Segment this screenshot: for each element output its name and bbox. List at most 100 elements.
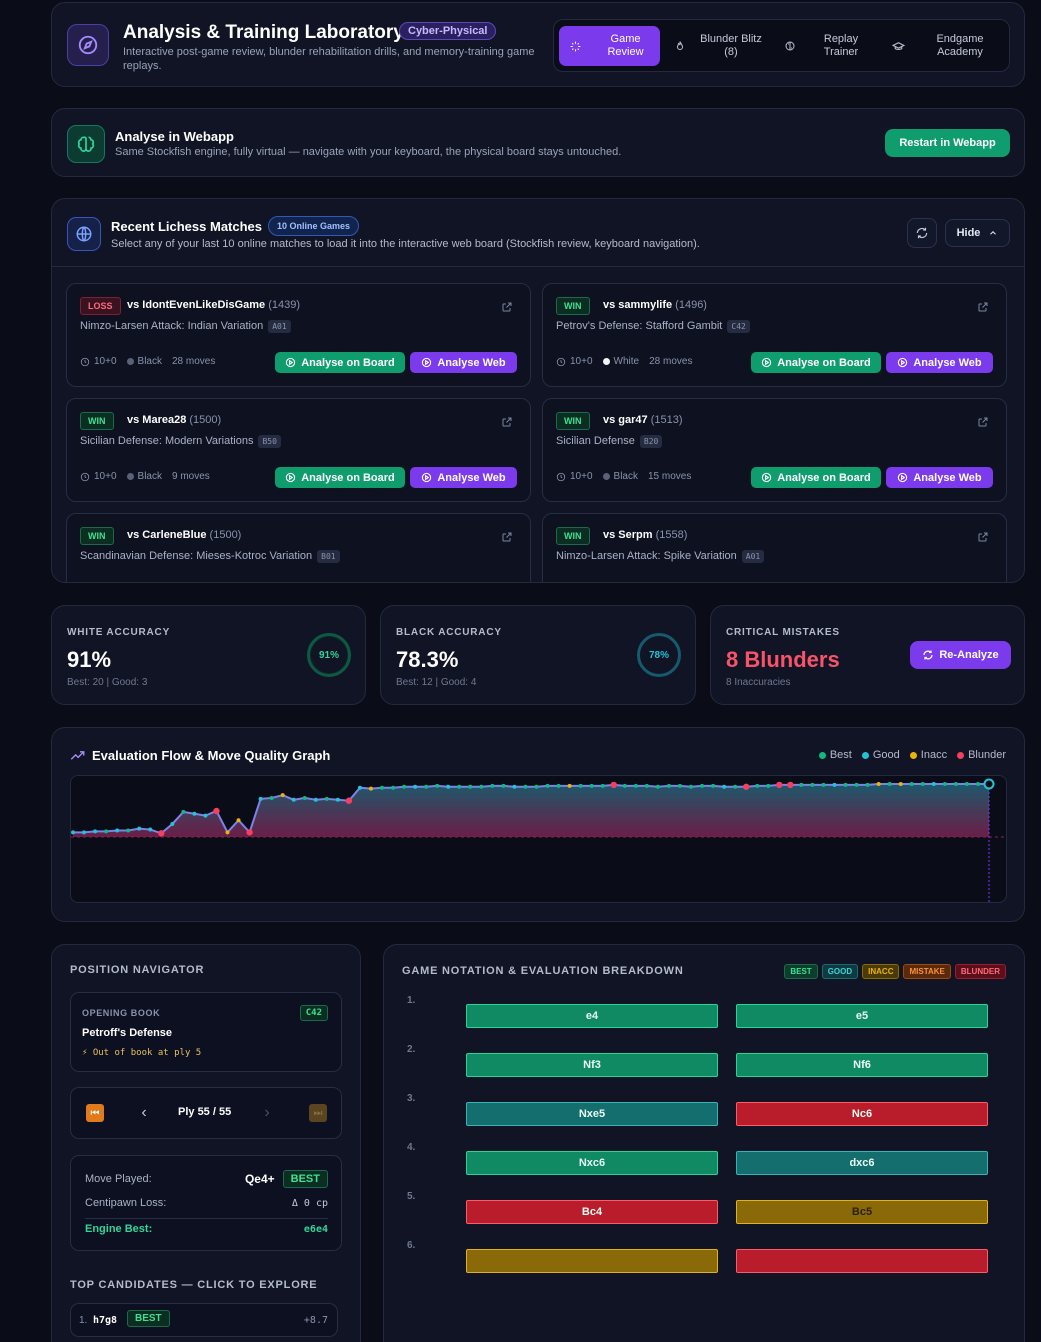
chevron-left-icon[interactable]: ‹: [141, 1104, 147, 1121]
evaluation-chart[interactable]: [70, 775, 1007, 903]
last-move-icon[interactable]: ⏭: [309, 1104, 327, 1122]
tab-replay-trainer[interactable]: Replay Trainer: [776, 26, 876, 66]
external-link-icon[interactable]: [501, 416, 513, 428]
black-move-cell[interactable]: Nf6: [736, 1053, 988, 1077]
white-move-cell[interactable]: Nxc6: [466, 1151, 718, 1175]
opponent: vs Serpm (1558): [603, 529, 688, 541]
opening-name: Sicilian Defense: Modern Variations B50: [80, 435, 281, 448]
eval-point-good: [832, 782, 837, 787]
match-card[interactable]: WIN vs CarleneBlue (1500) Scandinavian Def…: [66, 513, 531, 582]
analyse-web-button[interactable]: Analyse Web: [886, 467, 993, 488]
opening-name: Nimzo-Larsen Attack: Indian Variation A01: [80, 320, 291, 333]
eco-badge: C42: [727, 320, 750, 333]
main-tabs: Game Review Blunder Blitz (8) Replay Tra…: [553, 19, 1010, 72]
re-analyze-button[interactable]: Re-Analyze: [910, 641, 1011, 669]
tab-endgame-academy[interactable]: Endgame Academy: [884, 26, 1006, 66]
analyse-web-button[interactable]: Analyse Web: [410, 467, 517, 488]
eval-point-good: [357, 785, 362, 790]
divider: [85, 1218, 328, 1219]
tab-blunder-blitz[interactable]: Blunder Blitz (8): [666, 26, 766, 66]
legend-blunder: Blunder: [957, 749, 1006, 761]
external-link-icon[interactable]: [501, 301, 513, 313]
candidate-tag: BEST: [127, 1310, 170, 1327]
eval-point-good: [335, 797, 340, 802]
color-dot: [602, 473, 610, 480]
restart-webapp-button[interactable]: Restart in Webapp: [885, 129, 1010, 157]
white-move-cell[interactable]: Nf3: [466, 1053, 718, 1077]
match-card[interactable]: WIN vs Serpm (1558) Nimzo-Larsen Attack: S…: [542, 513, 1007, 582]
black-move-cell[interactable]: e5: [736, 1004, 988, 1028]
white-move-cell[interactable]: Nxe5: [466, 1102, 718, 1126]
external-link-icon[interactable]: [977, 416, 989, 428]
move-played-row: Move Played: Qe4+ BEST: [85, 1170, 328, 1188]
match-card[interactable]: LOSS vs IdontEvenLikeDisGame (1439) Nimzo-…: [66, 283, 531, 387]
analyse-on-board-button[interactable]: Analyse on Board: [751, 352, 881, 373]
stat-sub: 8 Inaccuracies: [726, 677, 791, 688]
black-move-cell[interactable]: dxc6: [736, 1151, 988, 1175]
eval-point-inacc: [368, 786, 373, 791]
match-card[interactable]: WIN vs Marea28 (1500) Sicilian Defense: Mo…: [66, 398, 531, 502]
hide-button[interactable]: Hide: [945, 219, 1010, 247]
white-move-cell[interactable]: [466, 1249, 718, 1273]
eval-point-good: [291, 797, 296, 802]
match-meta: 10+0 Black 9 moves: [80, 471, 220, 482]
analyse-on-board-button[interactable]: Analyse on Board: [275, 467, 405, 488]
black-move-cell[interactable]: Bc5: [736, 1200, 988, 1224]
play-circle-icon: [286, 357, 296, 368]
candidate-eval: +8.7: [303, 1315, 328, 1326]
notation-title: GAME NOTATION & EVALUATION BREAKDOWN: [402, 965, 684, 977]
result-badge: WIN: [80, 527, 114, 545]
match-card[interactable]: WIN vs gar47 (1513) Sicilian Defense B20 10…: [542, 398, 1007, 502]
eval-point-inacc: [225, 830, 230, 835]
analyse-web-button[interactable]: Analyse Web: [410, 352, 517, 373]
black-move-cell[interactable]: [736, 1249, 988, 1273]
eval-point-best: [479, 784, 484, 789]
eco-badge: A01: [268, 320, 291, 333]
eval-point-best: [435, 783, 440, 788]
first-move-icon[interactable]: ⏮: [86, 1104, 104, 1122]
analyse-web-button[interactable]: Analyse Web: [886, 352, 993, 373]
eco-badge: A01: [741, 550, 765, 563]
eval-point-best: [755, 783, 760, 788]
eval-point-best: [666, 783, 671, 788]
ply-controls: ⏮ ‹ Ply 55 / 55 › ⏭: [70, 1087, 342, 1139]
player-color: Black: [613, 471, 638, 482]
eval-point-inacc: [236, 818, 241, 823]
external-link-icon[interactable]: [977, 531, 989, 543]
eval-point-best: [766, 783, 771, 788]
opponent: vs CarleneBlue (1500): [127, 529, 242, 541]
move-number: 4.: [407, 1142, 416, 1153]
eval-point-best: [578, 783, 583, 788]
chevron-right-icon[interactable]: ›: [264, 1104, 270, 1121]
move-number: 2.: [407, 1044, 416, 1055]
external-link-icon[interactable]: [501, 531, 513, 543]
match-card[interactable]: WIN vs sammylife (1496) Petrov's Defense: …: [542, 283, 1007, 387]
globe-icon: [67, 217, 101, 251]
stat-value: 91%: [67, 647, 112, 672]
analyse-on-board-button[interactable]: Analyse on Board: [275, 352, 405, 373]
eval-point-best: [920, 781, 925, 786]
move-count: 15 moves: [647, 471, 692, 482]
eval-point-best: [810, 782, 815, 787]
legend-best: Best: [818, 749, 852, 761]
tab-game-review[interactable]: Game Review: [559, 26, 660, 66]
black-accuracy-card: BLACK ACCURACY 78.3% Best: 12 | Good: 4 …: [380, 605, 696, 705]
candidate-row[interactable]: 1. h7g8 BEST +8.7: [70, 1303, 338, 1337]
eval-point-inacc: [567, 783, 572, 788]
white-move-cell[interactable]: Bc4: [466, 1200, 718, 1224]
eval-point-good: [93, 829, 98, 834]
color-dot: [126, 358, 134, 365]
flame-icon: [674, 40, 688, 52]
chip-best: BEST: [784, 964, 818, 979]
analyse-on-board-button[interactable]: Analyse on Board: [751, 467, 881, 488]
black-move-cell[interactable]: Nc6: [736, 1102, 988, 1126]
result-badge: WIN: [556, 412, 590, 430]
white-move-cell[interactable]: e4: [466, 1004, 718, 1028]
eval-point-best: [711, 783, 716, 788]
refresh-button[interactable]: [907, 218, 937, 248]
move-number: 6.: [407, 1240, 416, 1251]
navigator-title: POSITION NAVIGATOR: [70, 964, 205, 976]
current-ply-point: [983, 778, 995, 790]
header-panel: Analysis & Training Laboratory Cyber-Phy…: [51, 2, 1025, 87]
external-link-icon[interactable]: [977, 301, 989, 313]
